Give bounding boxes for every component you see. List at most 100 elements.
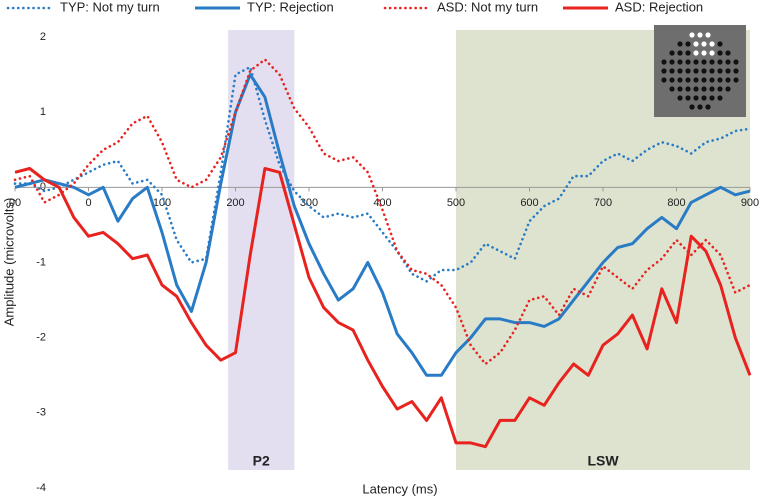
electrode-dot — [677, 95, 683, 101]
region-label: P2 — [253, 453, 270, 469]
shaded-region — [228, 30, 295, 470]
electrode-dot — [669, 86, 675, 92]
electrode-dot — [661, 68, 667, 74]
electrode-dot — [677, 86, 683, 92]
y-tick-label: 1 — [40, 106, 46, 118]
series-line — [13, 65, 752, 283]
electrode-dot — [725, 68, 731, 74]
series-line — [14, 73, 751, 377]
series-line — [13, 58, 752, 366]
electrode-dot — [677, 59, 683, 65]
electrode-dot — [709, 86, 715, 92]
electrode-dot — [701, 59, 707, 65]
electrode-dot — [677, 68, 683, 74]
x-tick-label: 400 — [373, 197, 391, 209]
electrode-map — [654, 25, 746, 117]
electrode-dot — [717, 86, 723, 92]
y-tick-label: -2 — [36, 332, 46, 344]
electrode-dot — [709, 95, 715, 101]
electrode-dot — [693, 41, 699, 47]
electrode-dot — [701, 68, 707, 74]
electrode-dot — [701, 95, 707, 101]
electrode-map-background — [654, 25, 746, 117]
y-tick-label: 2 — [40, 31, 46, 43]
electrode-dot — [669, 77, 675, 83]
electrode-dot — [689, 32, 695, 38]
y-tick-label: -1 — [36, 256, 46, 268]
electrode-dot — [701, 77, 707, 83]
electrode-dot — [661, 77, 667, 83]
y-tick-label: -4 — [36, 482, 46, 494]
electrode-dot — [685, 68, 691, 74]
y-tick-label: -3 — [36, 407, 46, 419]
electrode-dot — [701, 86, 707, 92]
electrode-dot — [717, 77, 723, 83]
electrode-dot — [669, 68, 675, 74]
x-tick-label: 900 — [741, 197, 759, 209]
electrode-dot — [685, 77, 691, 83]
legend-label: TYP: Not my turn — [60, 0, 160, 14]
electrode-dot — [717, 68, 723, 74]
legend-label: ASD: Rejection — [615, 0, 703, 14]
electrode-dot — [733, 68, 739, 74]
x-tick-label: 200 — [226, 197, 244, 209]
electrode-dot — [705, 104, 711, 110]
legend-label: TYP: Rejection — [247, 0, 334, 14]
electrode-dot — [661, 59, 667, 65]
legend-label: ASD: Not my turn — [437, 0, 538, 14]
electrode-dot — [685, 59, 691, 65]
electrode-dot — [709, 59, 715, 65]
x-tick-label: 700 — [594, 197, 612, 209]
electrode-dot — [733, 77, 739, 83]
electrode-dot — [677, 41, 683, 47]
series-line — [14, 167, 752, 449]
electrode-dot — [685, 41, 691, 47]
electrode-dot — [733, 59, 739, 65]
electrode-dot — [725, 59, 731, 65]
electrode-dot — [717, 41, 723, 47]
electrode-dot — [709, 41, 715, 47]
x-tick-label: 0 — [85, 197, 91, 209]
electrode-dot — [685, 50, 691, 56]
electrode-dot — [697, 32, 703, 38]
x-tick-label: 300 — [300, 197, 318, 209]
electrode-dot — [717, 50, 723, 56]
electrode-dot — [693, 68, 699, 74]
electrode-dot — [725, 77, 731, 83]
electrode-dot — [677, 50, 683, 56]
electrode-dot — [709, 77, 715, 83]
electrode-dot — [697, 104, 703, 110]
x-tick-label: 500 — [447, 197, 465, 209]
electrode-dot — [701, 41, 707, 47]
electrode-dot — [669, 50, 675, 56]
electrode-dot — [725, 50, 731, 56]
x-tick-label: 100 — [153, 197, 171, 209]
electrode-dot — [705, 32, 711, 38]
y-axis-title: Amplitude (microvolts) — [1, 198, 16, 327]
electrode-dot — [709, 50, 715, 56]
electrode-dot — [709, 68, 715, 74]
region-label: LSW — [587, 453, 619, 469]
lines — [13, 58, 752, 449]
electrode-dot — [717, 59, 723, 65]
electrode-dot — [685, 86, 691, 92]
x-tick-label: 00 — [9, 197, 21, 209]
electrode-dot — [693, 95, 699, 101]
electrode-dot — [669, 59, 675, 65]
electrode-dot — [701, 50, 707, 56]
electrode-dot — [693, 59, 699, 65]
electrode-dot — [685, 95, 691, 101]
electrode-dot — [693, 77, 699, 83]
electrode-dot — [693, 86, 699, 92]
electrode-dot — [689, 104, 695, 110]
electrode-dot — [725, 86, 731, 92]
x-tick-label: 800 — [667, 197, 685, 209]
legend: TYP: Not my turn TYP: Rejection ASD: Not m… — [6, 0, 703, 14]
electrode-dot — [677, 77, 683, 83]
electrode-dot — [717, 95, 723, 101]
x-axis-title: Latency (ms) — [362, 481, 437, 496]
x-tick-label: 600 — [520, 197, 538, 209]
electrode-dot — [693, 50, 699, 56]
